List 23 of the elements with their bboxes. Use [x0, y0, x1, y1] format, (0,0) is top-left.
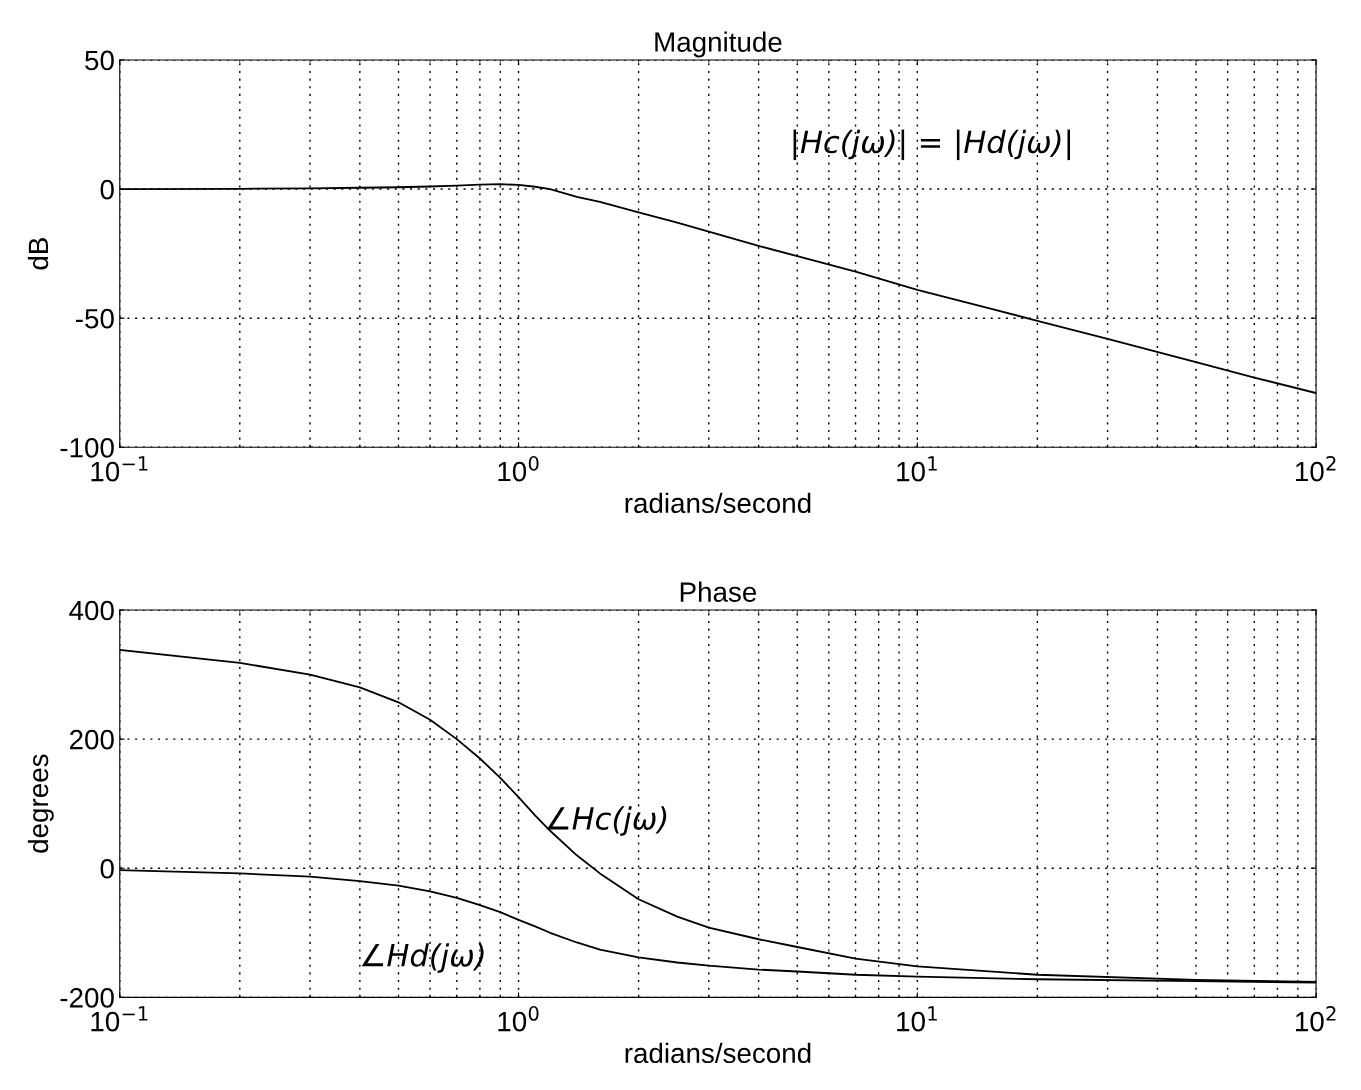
x-tick-label: 10$^{1}$ [897, 1006, 937, 1032]
y-tick-label: -200 [60, 988, 114, 1008]
y-tick-label: 0 [100, 179, 114, 200]
annotation: ∠Hd(jω) [361, 943, 484, 973]
chart-title: Phase [680, 581, 757, 602]
y-tick-label: 50 [85, 50, 114, 71]
chart-title: Magnitude [655, 31, 782, 58]
y-tick-label: 200 [69, 729, 114, 750]
x-tick-label: 10$^{2}$ [1295, 1006, 1336, 1032]
annotation: |Hc(jω)| = |Hd(jω)| [793, 129, 1071, 161]
annotation: ∠Hc(jω) [546, 806, 667, 836]
x-axis-title: radians/second [625, 492, 811, 514]
x-tick-label: 10$^{0}$ [498, 456, 539, 482]
x-tick-label: 10$^{1}$ [897, 456, 937, 482]
x-axis-title: radians/second [625, 1042, 811, 1064]
y-axis-title: degrees [27, 754, 54, 853]
x-tick-label: 10$^{0}$ [498, 1006, 539, 1032]
y-tick-label: 0 [100, 858, 114, 879]
x-tick-label: 10$^{2}$ [1295, 456, 1336, 482]
y-tick-label: 400 [69, 600, 114, 621]
y-tick-label: -100 [60, 437, 114, 458]
y-tick-label: -50 [76, 308, 114, 329]
y-axis-title: dB [27, 238, 49, 270]
